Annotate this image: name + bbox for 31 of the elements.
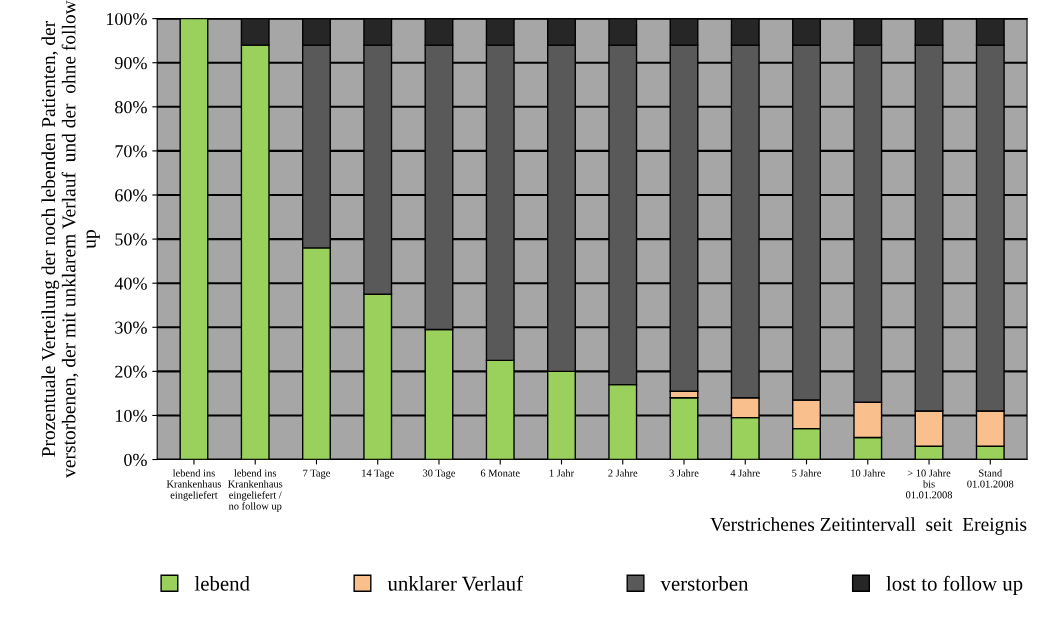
y-tick-label: 50% — [115, 233, 147, 246]
x-tick-label: 14 Tage — [362, 469, 394, 479]
x-tick-label: 5 Jahre — [792, 469, 822, 477]
y-tick-label: 40% — [114, 277, 147, 290]
y-tick-label: 70% — [115, 145, 147, 158]
legend-label: unklarer Verlauf — [387, 575, 524, 591]
x-axis-title: Verstrichenes Zeitintervall seit Ereignis — [710, 517, 1027, 535]
x-tick-label: 2 Jahre — [608, 469, 638, 477]
x-tick-label: 1 Jahr — [549, 469, 574, 477]
legend-label: lebend — [194, 576, 250, 591]
y-tick-label: 100% — [106, 12, 147, 26]
legend-label: lost to follow up — [886, 575, 1023, 595]
y-tick-label: 80% — [115, 101, 147, 114]
x-tick-label: Stand 01.01.2008 — [967, 469, 1014, 488]
x-tick-label: lebend ins Krankenhaus eingeliefert — [166, 469, 222, 501]
legend-label: verstorben — [660, 576, 749, 591]
y-tick-label: 60% — [115, 189, 147, 202]
x-tick-label: 7 Tage — [303, 469, 330, 479]
x-tick-label: 3 Jahre — [669, 469, 699, 477]
x-tick-label: 4 Jahre — [730, 469, 760, 477]
x-tick-label: 10 Jahre — [851, 469, 885, 477]
y-tick-label: 10% — [115, 409, 147, 422]
x-tick-label: lebend ins Krankenhaus eingeliefert / no follow up — [228, 469, 283, 512]
y-axis-title: Prozentuale Verteilung der noch lebenden Patienten, der verstorbenen, der mit unklarem Verlauf und der ohne follow up — [41, 0, 100, 478]
x-tick-label: 30 Tage — [423, 469, 456, 479]
y-tick-label: 20% — [115, 365, 147, 378]
y-tick-label: 90% — [114, 56, 147, 70]
x-tick-label: > 10 Jahre bis 01.01.2008 — [905, 469, 953, 499]
y-tick-label: 0% — [124, 453, 147, 467]
y-tick-label: 30% — [115, 321, 147, 334]
x-tick-label: 6 Monate — [480, 469, 520, 477]
